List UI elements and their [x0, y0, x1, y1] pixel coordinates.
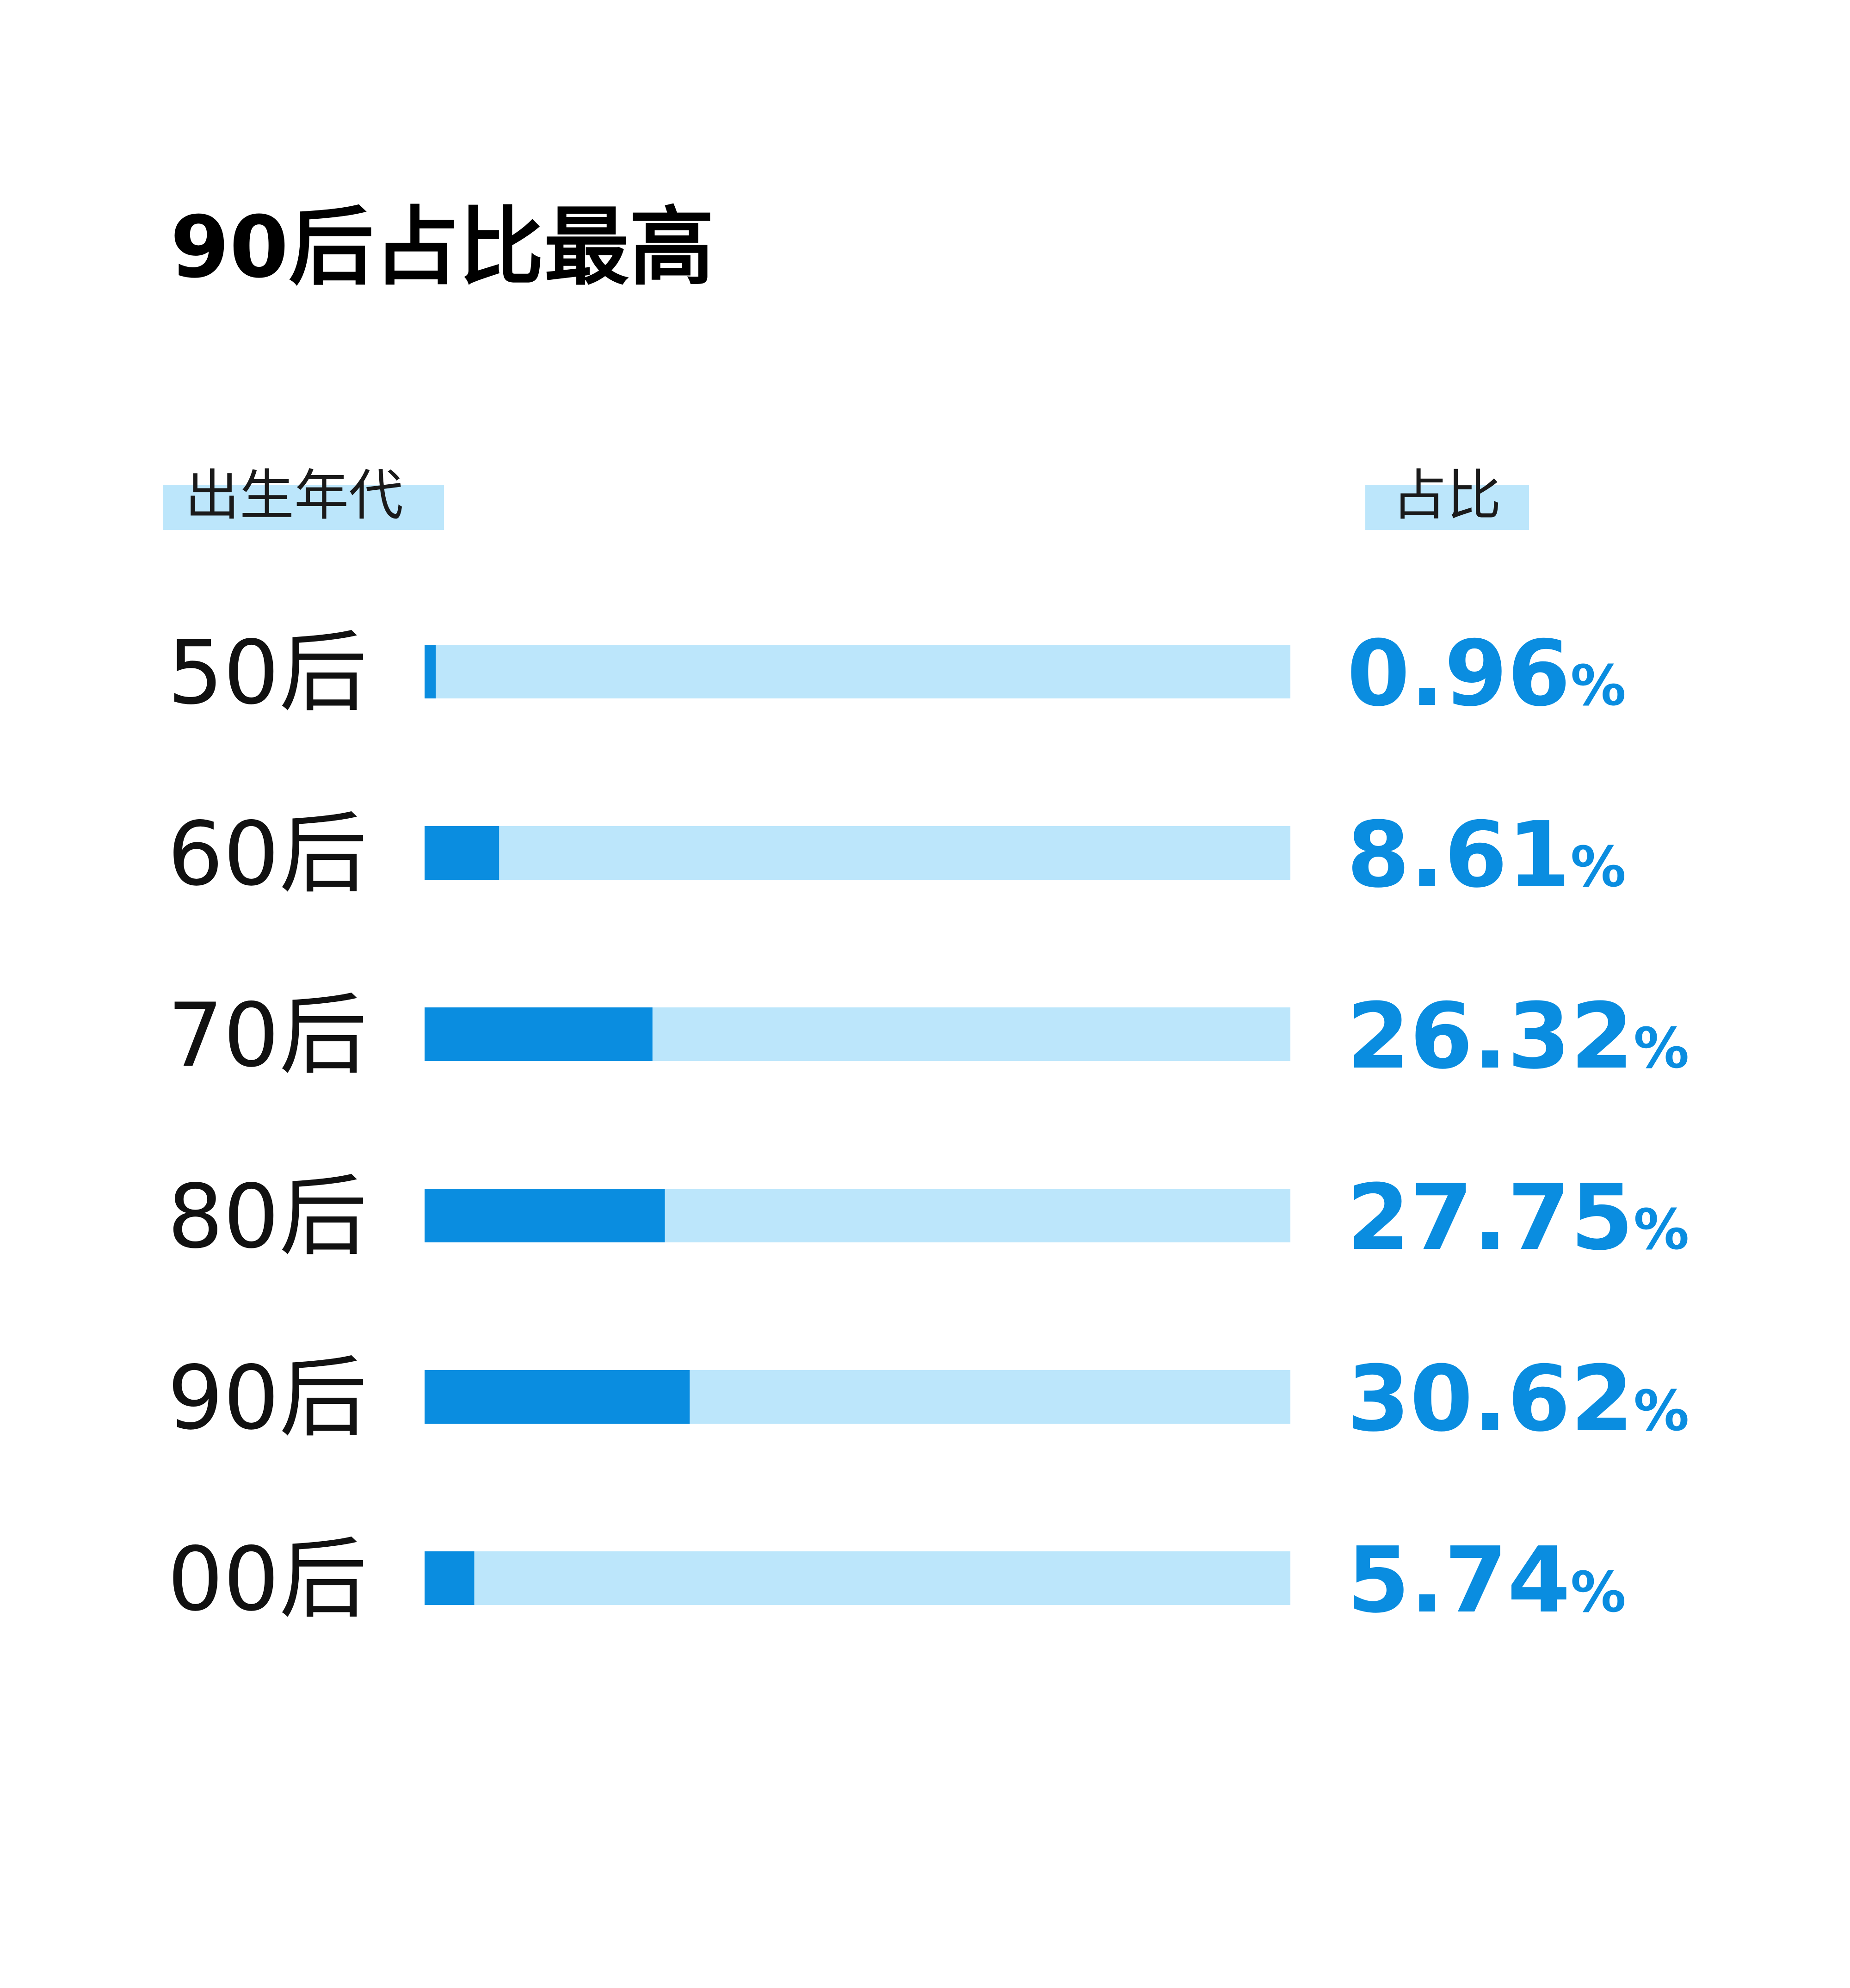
category-label: 00后 [167, 1528, 367, 1630]
value-unit: % [1571, 654, 1626, 718]
category-label: 90后 [167, 1347, 367, 1449]
value-label: 26.32% [1347, 984, 1689, 1089]
value-number: 26.32 [1347, 984, 1634, 1089]
bar [425, 1007, 653, 1061]
category-label: 60后 [167, 803, 367, 905]
value-unit: % [1634, 1198, 1689, 1262]
category-label: 50后 [167, 622, 367, 724]
bar [425, 645, 436, 698]
value-label: 30.62% [1347, 1346, 1689, 1452]
value-unit: % [1634, 1379, 1689, 1444]
bar-track [425, 826, 1290, 880]
bar [425, 1189, 665, 1242]
category-label: 80后 [167, 1166, 367, 1268]
value-number: 5.74 [1347, 1528, 1571, 1633]
chart-title: 90后占比最高 [170, 198, 714, 297]
value-unit: % [1634, 1017, 1689, 1081]
value-unit: % [1571, 1561, 1626, 1625]
value-unit: % [1571, 835, 1626, 900]
value-column-header: 占比 [1392, 463, 1501, 527]
bar-track [425, 1551, 1290, 1605]
category-label: 70后 [167, 984, 367, 1087]
value-label: 8.61% [1347, 803, 1626, 908]
value-number: 30.62 [1347, 1346, 1634, 1452]
category-column-header: 出生年代 [185, 463, 403, 527]
value-header-highlight [1365, 485, 1529, 530]
bar-track [425, 645, 1290, 698]
value-number: 27.75 [1347, 1165, 1634, 1271]
value-label: 5.74% [1347, 1528, 1626, 1633]
bar-rows: 50后 0.96% 60后 8.61% 70后 26.32% 80后 27.75% 90后 30.… [167, 621, 1689, 1633]
bar [425, 1551, 475, 1605]
value-label: 27.75% [1347, 1165, 1689, 1271]
bar [425, 1370, 690, 1424]
value-number: 0.96 [1347, 621, 1571, 727]
value-label: 0.96% [1347, 621, 1626, 727]
bar [425, 826, 500, 880]
category-header-highlight [163, 485, 444, 530]
value-number: 8.61 [1347, 803, 1571, 908]
